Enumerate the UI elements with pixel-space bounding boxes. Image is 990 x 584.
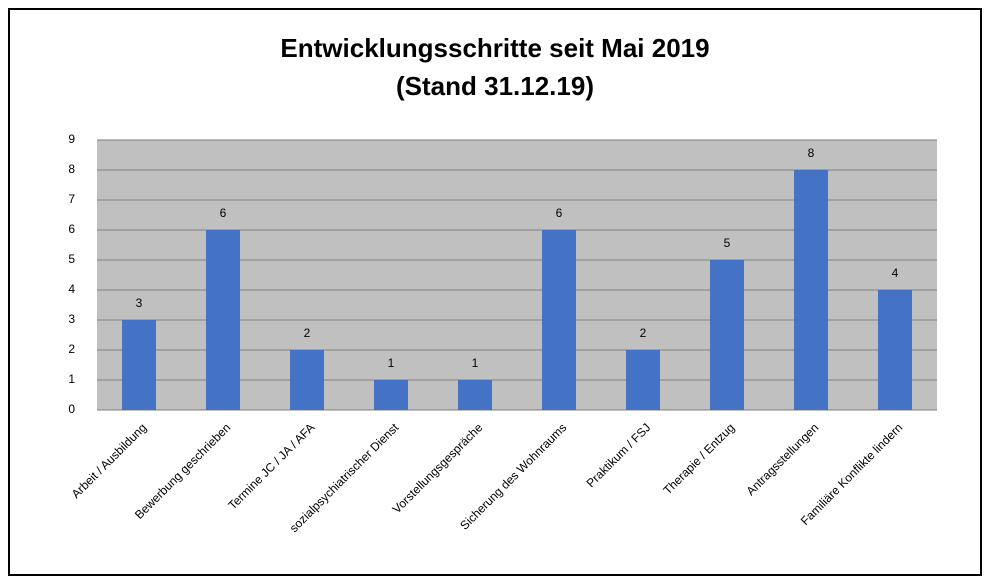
data-label: 2: [640, 326, 647, 340]
bar: [290, 350, 324, 410]
data-label: 2: [304, 326, 311, 340]
bar: [542, 230, 576, 410]
bar: [458, 380, 492, 410]
y-tick-label: 2: [68, 342, 75, 356]
data-label: 6: [220, 206, 227, 220]
data-label: 1: [472, 356, 479, 370]
data-label: 6: [556, 206, 563, 220]
y-tick-label: 8: [68, 162, 75, 176]
bar: [710, 260, 744, 410]
y-tick-label: 1: [68, 372, 75, 386]
bar: [206, 230, 240, 410]
data-label: 5: [724, 236, 731, 250]
y-tick-label: 0: [68, 402, 75, 416]
bar: [794, 170, 828, 410]
y-tick-label: 5: [68, 252, 75, 266]
y-tick-label: 6: [68, 222, 75, 236]
data-label: 8: [808, 146, 815, 160]
bar: [122, 320, 156, 410]
bar: [878, 290, 912, 410]
y-tick-label: 7: [68, 192, 75, 206]
y-tick-label: 3: [68, 312, 75, 326]
y-tick-label: 9: [68, 132, 75, 146]
chart-title: Entwicklungsschritte seit Mai 2019: [280, 33, 709, 63]
chart-subtitle: (Stand 31.12.19): [396, 71, 594, 101]
data-label: 4: [892, 266, 899, 280]
bar: [626, 350, 660, 410]
data-label: 3: [136, 296, 143, 310]
y-tick-label: 4: [68, 282, 75, 296]
bar: [374, 380, 408, 410]
data-label: 1: [388, 356, 395, 370]
